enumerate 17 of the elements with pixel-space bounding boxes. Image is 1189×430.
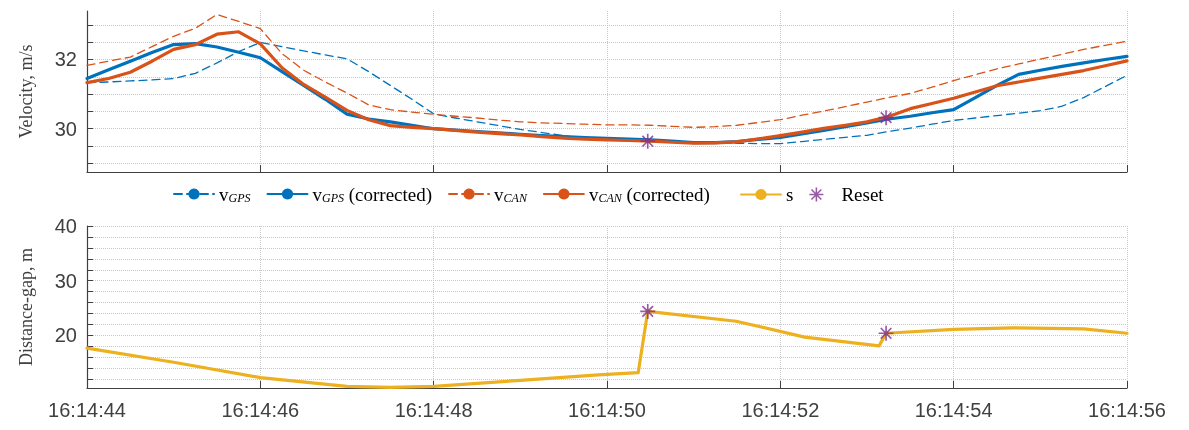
x-tick-label: 16:14:54 <box>914 399 993 421</box>
x-tick-label: 16:14:52 <box>741 399 820 421</box>
legend-label: Reset <box>841 184 885 205</box>
x-tick-label: 16:14:48 <box>394 399 473 421</box>
x-tick-label: 16:14:46 <box>221 399 300 421</box>
x-tick-label: 16:14:50 <box>568 399 646 421</box>
x-tick-label: 16:14:44 <box>48 399 126 421</box>
y-axis-title: Velocity, m/s <box>16 44 36 139</box>
y-axis-title: Distance-gap, m <box>16 248 36 366</box>
line-series <box>86 13 1128 128</box>
y-tick-label: 40 <box>54 215 77 237</box>
y-tick-label: 30 <box>54 269 77 292</box>
x-tick-label: 16:14:56 <box>1088 399 1166 421</box>
legend-label: s <box>786 184 794 205</box>
y-tick-label: 32 <box>54 48 77 71</box>
y-tick-label: 30 <box>54 117 77 140</box>
y-tick-label: 20 <box>54 324 77 347</box>
